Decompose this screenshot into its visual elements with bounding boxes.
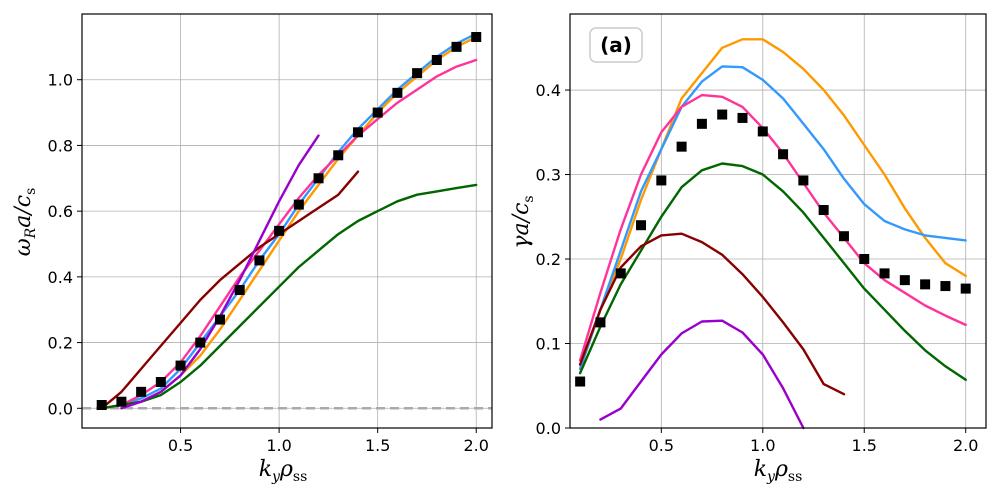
left-data-marker: [431, 55, 442, 65]
right-series-magenta: [578, 93, 967, 362]
left-y-tick-label: 0.6: [48, 202, 73, 221]
right-data-marker: [920, 279, 931, 290]
left-data-marker: [313, 173, 324, 184]
left-data-marker: [155, 377, 166, 387]
right-data-marker: [859, 254, 870, 265]
left-data-marker: [195, 337, 206, 348]
right-series-blue: [578, 65, 967, 371]
left-y-tick-label: 0.4: [48, 268, 73, 287]
left-data-marker: [274, 225, 285, 236]
right-data-marker: [879, 268, 890, 279]
right-x-tick-label: 0.5: [649, 436, 674, 455]
left-chart-panel: 0.5 1.0 1.5 2.00.00.20.40.60.81.0 kyρss ωRa…: [11, 13, 493, 485]
left-y-tick-label: 1.0: [48, 71, 73, 90]
left-data-marker: [234, 285, 245, 295]
right-data-marker: [676, 141, 687, 152]
left-axes-frame: [81, 13, 493, 429]
left-x-tick-label: 0.5: [168, 436, 193, 455]
left-y-axis-label: ωRa/cs: [11, 188, 39, 257]
right-series-darkred: [578, 232, 846, 396]
right-data-marker: [595, 317, 606, 328]
right-y-axis-label: γa/cs: [509, 195, 537, 248]
right-data-marker: [656, 175, 667, 186]
left-data-marker: [254, 255, 265, 266]
left-x-tick-label: 2.0: [464, 436, 489, 455]
left-data-marker: [471, 32, 482, 42]
right-data-marker: [636, 220, 647, 231]
panel-tag-label: (a): [600, 33, 632, 57]
right-data-marker: [575, 376, 586, 387]
right-markers-group: [575, 109, 971, 387]
right-y-tick-label: 0.4: [536, 81, 561, 100]
left-data-marker: [372, 107, 383, 118]
right-x-tick-label: 1.0: [750, 436, 775, 455]
right-data-marker: [717, 109, 728, 120]
right-chart-panel: 0.5 1.0 1.5 2.00.00.10.20.30.4 (a) kyρss γa…: [509, 13, 987, 485]
left-data-marker: [412, 68, 423, 79]
right-data-marker: [737, 112, 748, 123]
right-data-marker: [899, 275, 910, 286]
right-data-marker: [778, 149, 789, 160]
right-data-marker: [798, 175, 809, 186]
right-y-tick-label: 0.3: [536, 166, 561, 185]
left-data-marker: [352, 127, 363, 138]
right-data-marker: [615, 268, 626, 279]
right-axes-frame: [569, 13, 987, 429]
left-series-darkred: [100, 170, 360, 410]
left-y-tick-label: 0.2: [48, 334, 73, 353]
right-data-marker: [838, 231, 849, 242]
left-data-marker: [333, 150, 344, 161]
right-y-tick-label: 0.1: [536, 335, 561, 354]
left-markers-group: [96, 32, 482, 410]
right-ticks: 0.5 1.0 1.5 2.0 0.0 0.1 0.2 0.3 0.4: [536, 81, 979, 455]
right-y-tick-label: 0.0: [536, 419, 561, 438]
left-data-marker: [175, 360, 186, 371]
left-data-marker: [116, 396, 127, 407]
right-data-marker: [696, 118, 707, 129]
right-data-marker: [960, 283, 971, 294]
left-data-marker: [293, 199, 304, 210]
left-y-tick-label: 0.0: [48, 399, 73, 418]
right-x-tick-label: 1.5: [852, 436, 877, 455]
left-data-marker: [451, 41, 462, 52]
left-data-marker: [214, 314, 225, 325]
left-ticks: 0.5 1.0 1.5 2.0 0.0 0.2 0.4 0.6 0.8 1.0: [48, 71, 489, 455]
panel-tag-box: [589, 27, 643, 63]
right-series-orange: [578, 38, 967, 371]
right-data-marker: [757, 126, 768, 137]
left-data-marker: [136, 386, 147, 397]
right-series-purple: [599, 319, 805, 430]
right-y-tick-label: 0.2: [536, 250, 561, 269]
right-data-marker: [818, 205, 829, 216]
left-data-marker: [96, 400, 107, 410]
left-y-tick-label: 0.8: [48, 136, 73, 155]
right-series-group: [578, 38, 967, 430]
right-x-tick-label: 2.0: [953, 436, 978, 455]
left-x-tick-label: 1.0: [266, 436, 291, 455]
left-data-marker: [392, 87, 403, 98]
right-data-marker: [940, 281, 951, 292]
left-series-green: [100, 183, 478, 410]
left-x-tick-label: 1.5: [365, 436, 390, 455]
